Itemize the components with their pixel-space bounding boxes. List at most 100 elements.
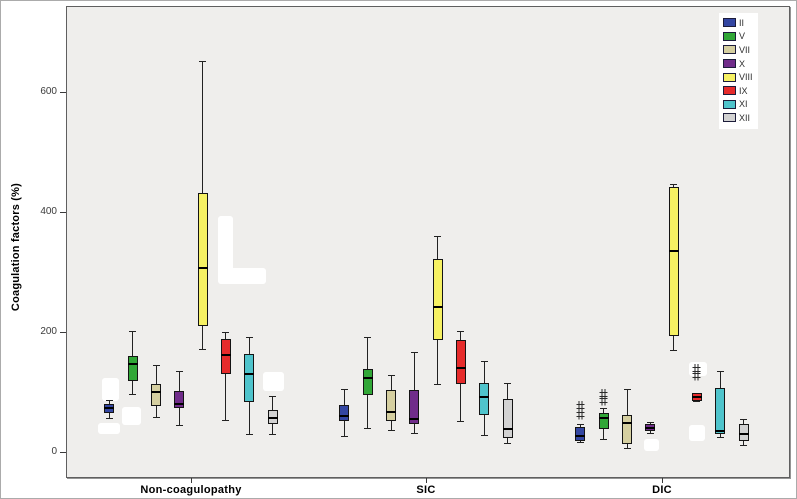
median-line bbox=[244, 373, 255, 375]
box-VIII bbox=[432, 258, 443, 340]
box-XI bbox=[479, 383, 490, 415]
whisker-cap-bottom bbox=[600, 438, 608, 440]
white-patch bbox=[263, 372, 284, 391]
whisker-cap-top bbox=[576, 423, 584, 425]
median-line bbox=[715, 430, 726, 432]
y-tick-label: 0 bbox=[51, 446, 57, 457]
whisker-cap-top bbox=[364, 336, 372, 338]
white-patch bbox=[689, 425, 705, 441]
whisker-cap-top bbox=[105, 399, 113, 401]
whisker-cap-top bbox=[199, 60, 207, 62]
legend-swatch-IX bbox=[723, 86, 736, 96]
x-category-label: SIC bbox=[416, 484, 436, 496]
x-category-label: DIC bbox=[652, 484, 672, 496]
whisker-cap-top bbox=[245, 336, 253, 338]
whisker-cap-top bbox=[740, 419, 748, 420]
median-line bbox=[479, 395, 490, 398]
box-V bbox=[127, 356, 138, 382]
whisker-cap-top bbox=[410, 351, 418, 353]
legend-label: II bbox=[739, 17, 745, 28]
legend-swatch-II bbox=[723, 18, 736, 28]
median-line bbox=[362, 377, 373, 380]
legend-swatch-X bbox=[723, 59, 736, 69]
box-VII bbox=[386, 390, 397, 421]
median-line bbox=[127, 362, 138, 365]
y-axis-title: Coagulation factors (%) bbox=[10, 183, 22, 312]
x-category-label: Non-coagulopathy bbox=[140, 484, 242, 496]
whisker-cap-bottom bbox=[576, 441, 584, 443]
whisker-cap-bottom bbox=[670, 350, 678, 351]
box-VIII bbox=[668, 186, 679, 337]
whisker-cap-top bbox=[175, 371, 183, 372]
median-line bbox=[432, 305, 443, 308]
box-VII bbox=[622, 414, 633, 445]
box-IX bbox=[455, 339, 466, 385]
whisker-cap-bottom bbox=[364, 428, 372, 429]
whisker-cap-bottom bbox=[480, 435, 488, 437]
legend-label: VII bbox=[739, 44, 751, 55]
whisker-cap-bottom bbox=[175, 425, 183, 426]
whisker-cap-top bbox=[387, 375, 395, 377]
whisker-cap-bottom bbox=[457, 420, 465, 422]
legend-swatch-V bbox=[723, 31, 736, 41]
whisker-cap-top bbox=[152, 365, 160, 366]
x-axis-tick bbox=[190, 478, 192, 483]
whisker-cap-bottom bbox=[740, 444, 748, 446]
legend-label: V bbox=[739, 31, 746, 42]
whisker-cap-bottom bbox=[105, 417, 113, 419]
box-X bbox=[174, 390, 185, 409]
legend-label: VIII bbox=[739, 72, 753, 83]
white-patch bbox=[644, 439, 659, 451]
whisker-cap-bottom bbox=[623, 447, 631, 449]
y-axis-tick bbox=[60, 211, 66, 213]
box-XII bbox=[502, 399, 513, 439]
median-line bbox=[738, 433, 749, 435]
legend-label: XII bbox=[739, 112, 751, 123]
median-line bbox=[455, 367, 466, 369]
legend-item: VIII bbox=[723, 70, 753, 84]
white-patch bbox=[218, 216, 233, 279]
whisker-cap-bottom bbox=[222, 420, 230, 422]
y-axis-tick bbox=[60, 91, 66, 93]
legend-label: XI bbox=[739, 99, 748, 110]
median-line bbox=[622, 422, 633, 425]
whisker-cap-bottom bbox=[129, 393, 137, 395]
median-line bbox=[668, 250, 679, 252]
whisker-cap-bottom bbox=[152, 417, 160, 419]
median-line bbox=[502, 428, 513, 431]
median-line bbox=[197, 266, 208, 269]
whisker-cap-top bbox=[434, 236, 442, 237]
legend-item: XI bbox=[723, 98, 753, 112]
box-XI bbox=[715, 387, 726, 434]
whisker-cap-top bbox=[222, 332, 230, 333]
legend-item: V bbox=[723, 30, 753, 44]
legend-item: II bbox=[723, 16, 753, 30]
legend-item: IX bbox=[723, 84, 753, 98]
extreme-marker-icon bbox=[692, 362, 701, 375]
legend-swatch-VIII bbox=[723, 72, 736, 82]
extreme-marker-icon bbox=[576, 399, 585, 412]
box-VIII bbox=[197, 192, 208, 326]
white-patch bbox=[102, 378, 119, 401]
x-axis-tick bbox=[425, 478, 427, 483]
median-line bbox=[691, 395, 702, 398]
legend: II V VII X VIII IX XI XII bbox=[719, 13, 758, 129]
median-line bbox=[386, 410, 397, 413]
whisker bbox=[225, 332, 227, 421]
legend-item: VII bbox=[723, 43, 753, 57]
whisker-cap-top bbox=[646, 422, 654, 423]
box-X bbox=[409, 390, 420, 424]
y-tick-label: 600 bbox=[40, 86, 57, 97]
whisker-cap-bottom bbox=[410, 432, 418, 434]
whisker-cap-top bbox=[504, 383, 512, 384]
box-XI bbox=[244, 354, 255, 403]
box-V bbox=[362, 369, 373, 395]
median-line bbox=[267, 416, 278, 419]
whisker-cap-bottom bbox=[434, 384, 442, 386]
whisker-cap-top bbox=[269, 396, 277, 398]
median-line bbox=[104, 407, 115, 410]
legend-label: X bbox=[739, 58, 746, 69]
median-line bbox=[575, 434, 586, 437]
whisker-cap-bottom bbox=[269, 434, 277, 435]
